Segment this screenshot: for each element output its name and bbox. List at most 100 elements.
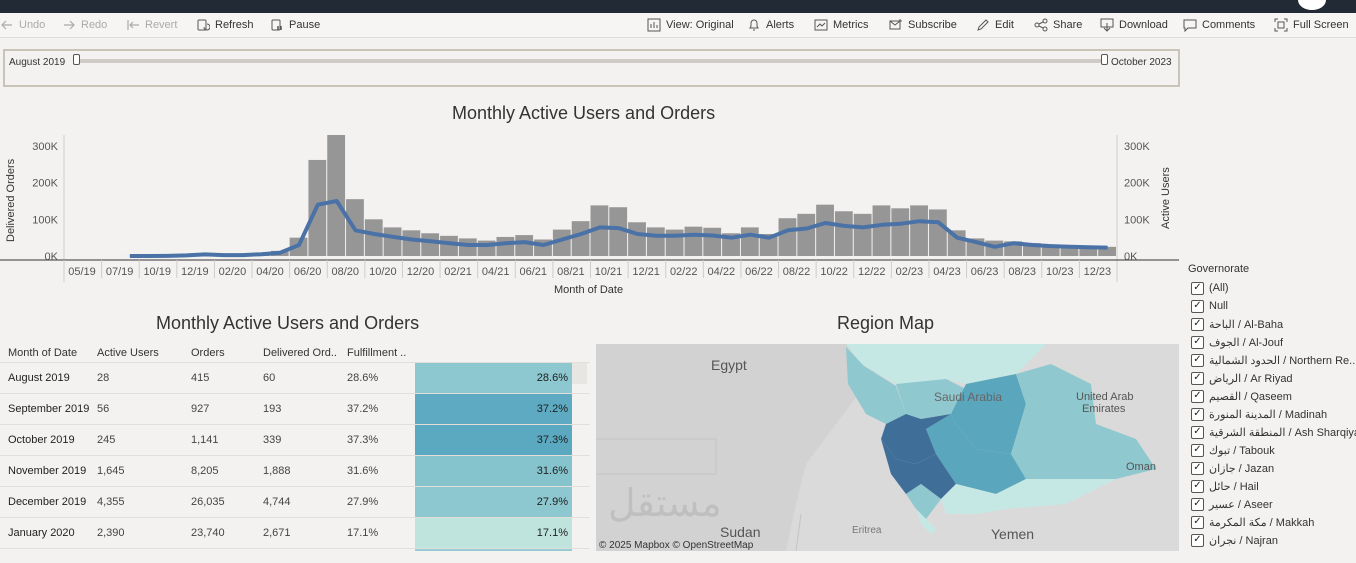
region-map[interactable]: Egypt Saudi Arabia United Arab Emirates … <box>596 344 1179 551</box>
fulfillment-bar-label: 28.6% <box>536 372 568 384</box>
check-icon[interactable]: ✓ <box>1191 317 1204 331</box>
redo-button[interactable]: Redo <box>62 18 107 32</box>
table-row[interactable]: September 2019 56 927 193 37.2% 37.2% <box>0 393 590 424</box>
col-orders[interactable]: Orders <box>191 347 225 359</box>
user-avatar[interactable] <box>1298 0 1326 10</box>
table-scrollbar[interactable] <box>572 362 587 384</box>
date-end-handle[interactable] <box>1101 54 1108 65</box>
check-icon[interactable]: ✓ <box>1191 389 1204 403</box>
x-tick-label: 07/19 <box>106 266 134 278</box>
cell-delivered: 1,888 <box>263 465 291 477</box>
check-icon[interactable]: ✓ <box>1191 497 1204 511</box>
comments-button[interactable]: Comments <box>1183 18 1255 32</box>
table-row[interactable]: October 2019 245 1,141 339 37.3% 37.3% <box>0 424 590 455</box>
check-icon[interactable]: ✓ <box>1191 479 1204 493</box>
col-month[interactable]: Month of Date <box>8 347 78 359</box>
governorate-checkbox[interactable]: ✓ عسير / Aseer <box>1191 495 1273 513</box>
check-icon[interactable]: ✓ <box>1191 443 1204 457</box>
table-row[interactable]: January 2020 2,390 23,740 2,671 17.1% 17.1% <box>0 517 590 548</box>
subscribe-button[interactable]: Subscribe <box>889 18 957 32</box>
chart-title: Monthly Active Users and Orders <box>452 103 716 123</box>
governorate-checkbox[interactable]: ✓ الرياض / Ar Riyad <box>1191 369 1293 387</box>
x-tick-label: 12/22 <box>858 266 886 278</box>
bar-mark <box>383 227 402 256</box>
governorate-checkbox[interactable]: ✓ الباحة / Al-Baha <box>1191 315 1283 333</box>
pause-label: Pause <box>289 19 321 31</box>
col-delivered[interactable]: Delivered Ord.. <box>263 347 337 359</box>
x-tick-label: 10/19 <box>143 266 171 278</box>
pause-button[interactable]: Pause <box>270 18 320 32</box>
metrics-button[interactable]: Metrics <box>814 18 868 32</box>
cell-orders: 415 <box>191 372 210 384</box>
governorate-checkbox[interactable]: ✓ مكة المكرمة / Makkah <box>1191 513 1314 531</box>
africa-land <box>596 344 896 551</box>
governorate-checkbox[interactable]: ✓ حائل / Hail <box>1191 477 1259 495</box>
governorate-label: مكة المكرمة / Makkah <box>1209 516 1315 529</box>
table-row[interactable]: August 2019 28 415 60 28.6% 28.6% <box>0 362 590 393</box>
undo-button[interactable]: Undo <box>0 18 45 32</box>
edit-button[interactable]: Edit <box>976 18 1014 32</box>
check-icon[interactable]: ✓ <box>1191 281 1204 295</box>
governorate-checkbox[interactable]: ✓ جازان / Jazan <box>1191 459 1274 477</box>
data-table: Month of Date Active Users Orders Delive… <box>0 343 590 551</box>
download-icon <box>1100 18 1114 32</box>
governorate-checkbox[interactable]: ✓ المدينة المنورة / Madinah <box>1191 405 1327 423</box>
x-tick-label: 08/22 <box>783 266 811 278</box>
date-slider-track[interactable] <box>77 59 1107 63</box>
date-start-label: August 2019 <box>9 57 66 68</box>
date-range-filter: August 2019 October 2023 <box>3 49 1180 87</box>
check-icon[interactable]: ✓ <box>1191 371 1204 385</box>
governorate-checkbox[interactable]: ✓ الحدود الشمالية / Northern Re... <box>1191 351 1356 369</box>
share-button[interactable]: Share <box>1034 18 1082 32</box>
governorate-checkbox[interactable]: ✓ نجران / Najran <box>1191 531 1278 549</box>
bar-mark <box>496 236 515 256</box>
map-label-uae-2: Emirates <box>1082 403 1126 415</box>
region-qaseem <box>951 374 1026 454</box>
check-icon[interactable]: ✓ <box>1191 515 1204 529</box>
governorate-label: نجران / Najran <box>1209 534 1278 547</box>
governorate-checkbox[interactable]: ✓ القصيم / Qaseem <box>1191 387 1292 405</box>
bar-mark <box>571 221 590 256</box>
col-fulfillment[interactable]: Fulfillment .. <box>347 347 407 359</box>
governorate-label: المدينة المنورة / Madinah <box>1209 408 1328 421</box>
view-original-button[interactable]: View: Original <box>647 18 734 32</box>
region-sharqiyah <box>1011 364 1156 479</box>
x-tick-label: 06/21 <box>520 266 548 278</box>
check-icon[interactable]: ✓ <box>1191 353 1204 367</box>
map-attribution[interactable]: © 2025 Mapbox © OpenStreetMap <box>599 540 754 551</box>
date-start-handle[interactable] <box>73 54 80 65</box>
fulfillment-bar-label: 31.6% <box>536 465 568 477</box>
bar-mark <box>684 226 703 256</box>
cell-month: December 2019 <box>8 496 87 508</box>
check-icon[interactable]: ✓ <box>1191 425 1204 439</box>
comments-label: Comments <box>1202 19 1256 31</box>
check-icon[interactable]: ✓ <box>1191 461 1204 475</box>
map-label-yemen: Yemen <box>991 526 1034 542</box>
bar-mark <box>364 219 383 256</box>
cell-orders: 8,205 <box>191 465 219 477</box>
table-row[interactable]: December 2019 4,355 26,035 4,744 27.9% 27.9% <box>0 486 590 517</box>
check-icon[interactable]: ✓ <box>1191 299 1204 313</box>
full-screen-button[interactable]: Full Screen <box>1274 18 1349 32</box>
governorate-checkbox[interactable]: ✓ (All) <box>1191 279 1229 297</box>
governorate-checkbox[interactable]: ✓ الجوف / Al-Jouf <box>1191 333 1283 351</box>
check-icon[interactable]: ✓ <box>1191 407 1204 421</box>
x-tick-label: 04/20 <box>256 266 284 278</box>
alerts-button[interactable]: Alerts <box>747 18 794 32</box>
table-row[interactable]: November 2019 1,645 8,205 1,888 31.6% 31.6% <box>0 455 590 486</box>
active-users-line <box>129 199 1108 258</box>
region-hail <box>896 379 966 419</box>
fulfillment-bar: 31.6% <box>415 456 572 486</box>
orders-users-chart[interactable]: 300K 300K 200K 200K 100K 100K 0K 0K 05/19 07/19 10… <box>0 130 1180 282</box>
governorate-checkbox[interactable]: ✓ Null <box>1191 297 1228 315</box>
col-active-users[interactable]: Active Users <box>97 347 159 359</box>
refresh-icon <box>197 19 210 31</box>
download-button[interactable]: Download <box>1100 18 1168 32</box>
check-icon[interactable]: ✓ <box>1191 335 1204 349</box>
refresh-button[interactable]: Refresh <box>196 18 254 32</box>
governorate-checkbox[interactable]: ✓ تبوك / Tabouk <box>1191 441 1275 459</box>
revert-button[interactable]: Revert <box>126 18 177 32</box>
governorate-checkbox[interactable]: ✓ المنطقة الشرقية / Ash Sharqiyah <box>1191 423 1356 441</box>
check-icon[interactable]: ✓ <box>1191 533 1204 547</box>
